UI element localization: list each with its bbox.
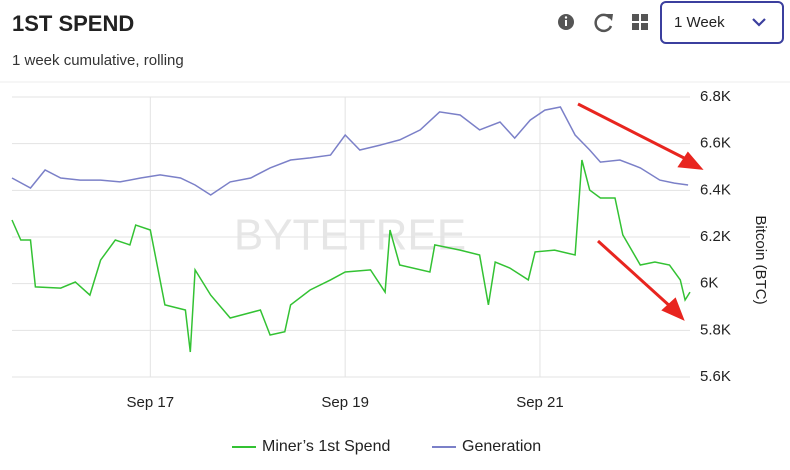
range-dropdown[interactable]: 1 Week [660,1,784,44]
y-tick-label: 6.4K [700,181,731,198]
watermark: BYTETREE [234,211,466,260]
info-icon[interactable] [558,14,574,30]
grid-icon[interactable] [632,14,648,30]
y-axis-label: Bitcoin (BTC) [752,215,769,304]
series-line [11,159,691,353]
x-tick-label: Sep 21 [516,394,564,411]
legend-label: Generation [462,438,541,455]
subtitle: 1 week cumulative, rolling [12,52,184,69]
range-label: 1 Week [674,14,725,31]
refresh-icon[interactable] [594,13,613,33]
title: 1ST SPEND [12,11,134,36]
x-tick-label: Sep 17 [127,394,175,411]
y-tick-label: 6.6K [700,135,731,152]
legend-label: Miner’s 1st Spend [262,438,390,455]
y-tick-label: 6.8K [700,88,731,105]
y-tick-label: 6K [700,275,718,292]
y-tick-label: 5.8K [700,321,731,338]
series-line [11,106,689,196]
y-tick-label: 5.6K [700,368,731,385]
x-tick-label: Sep 19 [321,394,369,411]
y-tick-label: 6.2K [700,228,731,245]
annotation-arrow [577,102,704,321]
